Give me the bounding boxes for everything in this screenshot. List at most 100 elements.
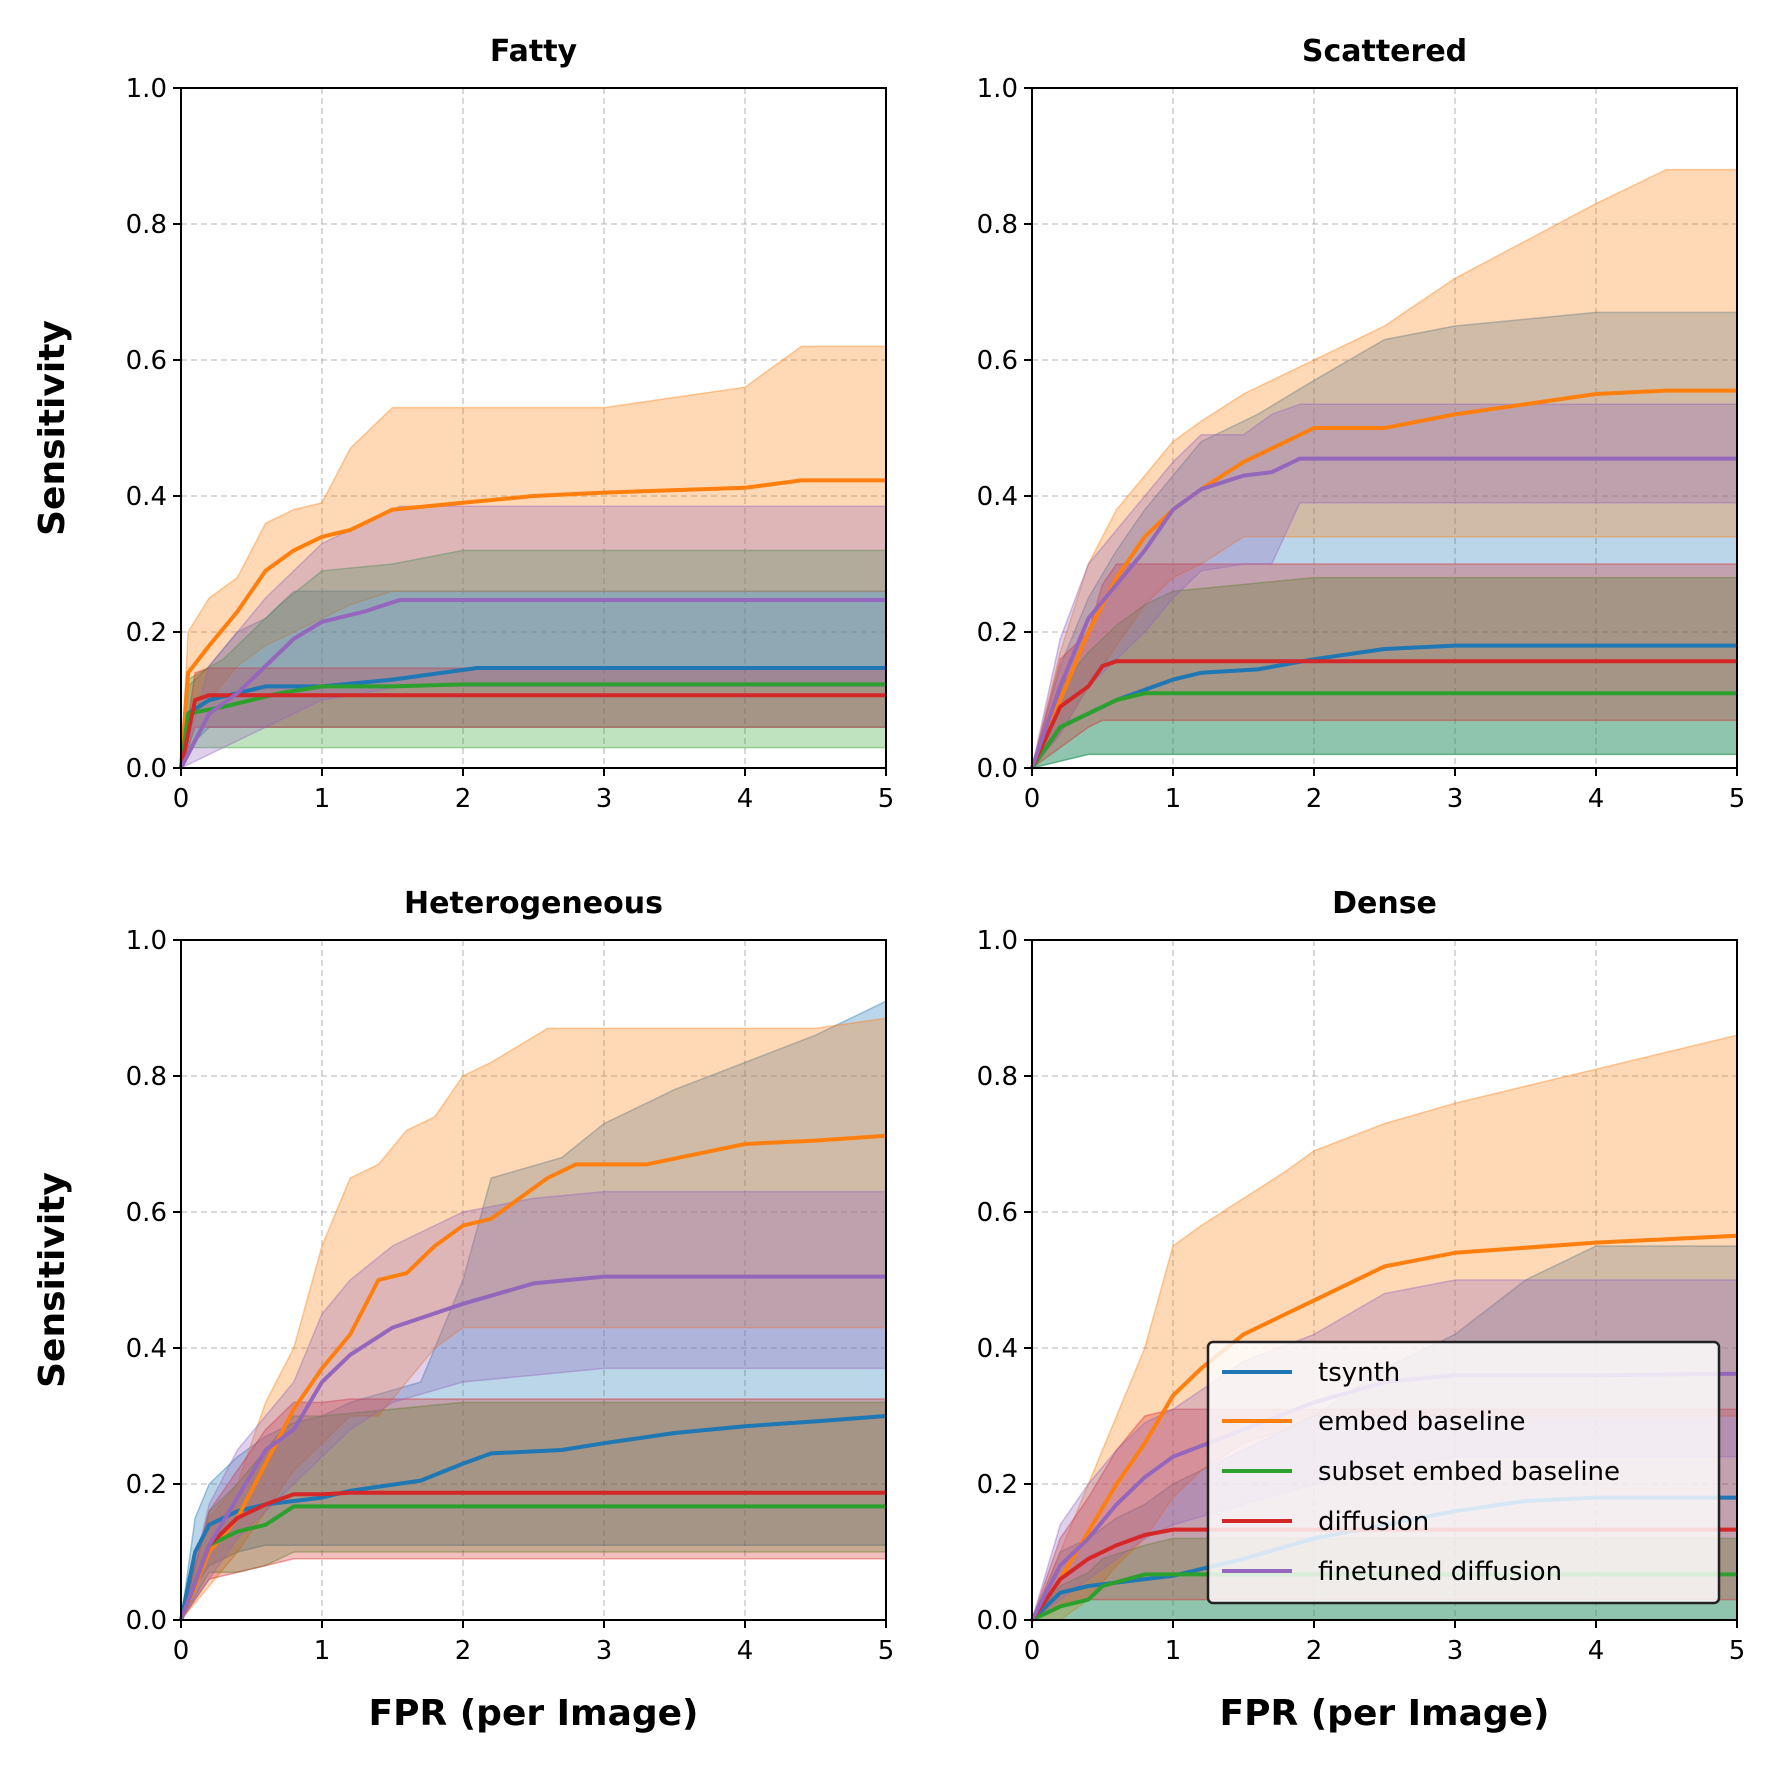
x-tick-label: 3 [1447, 1636, 1464, 1666]
line-diffusion [179, 1490, 886, 1621]
line-embed-baseline [1030, 388, 1737, 769]
panel-title: Scattered [1302, 34, 1467, 69]
x-tick-label: 5 [1729, 1636, 1746, 1666]
x-tick-label: 1 [1165, 784, 1182, 814]
y-tick-label: 0.6 [126, 1198, 167, 1228]
x-tick-label: 2 [455, 1636, 472, 1666]
line-diffusion [179, 693, 886, 769]
legend-label: tsynth [1318, 1358, 1400, 1388]
y-tick-label: 0.6 [126, 346, 167, 376]
confidence-bands [180, 1000, 887, 1621]
ticks: 0 1 2 3 4 5 0.0 0.2 0.4 0.6 0.8 1.0 [977, 74, 1746, 814]
y-tick-label: 0.8 [977, 1062, 1018, 1092]
y-tick-label: 0.6 [977, 1198, 1018, 1228]
x-tick-label: 1 [314, 1636, 331, 1666]
legend-item-subset-embed-baseline: subset embed baseline [1222, 1457, 1620, 1487]
plot-frame [180, 939, 887, 1621]
series-lines [179, 1133, 887, 1621]
x-tick-label: 3 [1447, 784, 1464, 814]
x-tick-label: 3 [596, 1636, 613, 1666]
panel-title: Dense [1332, 886, 1437, 921]
panel-heterogeneous: 0 1 2 3 4 5 0.0 0.2 0.4 0.6 0.8 1.0 Heterogeneous F… [32, 886, 894, 1734]
y-tick-label: 0.6 [977, 346, 1018, 376]
x-tick-label: 4 [1588, 784, 1605, 814]
line-embed-baseline [179, 478, 886, 769]
y-axis-title: Sensitivity [32, 320, 73, 536]
panel-title: Heterogeneous [404, 886, 663, 921]
x-tick-label: 4 [1588, 1636, 1605, 1666]
ticks: 0 1 2 3 4 5 0.0 0.2 0.4 0.6 0.8 1.0 [126, 74, 895, 814]
y-tick-label: 0.4 [126, 482, 167, 512]
y-tick-label: 0.0 [126, 1606, 167, 1636]
series-lines [179, 478, 886, 769]
x-tick-label: 2 [455, 784, 472, 814]
x-tick-label: 0 [1024, 1636, 1041, 1666]
y-tick-label: 0.2 [977, 618, 1018, 648]
x-tick-label: 1 [314, 784, 331, 814]
legend-label: subset embed baseline [1318, 1457, 1620, 1487]
y-tick-label: 0.4 [977, 1334, 1018, 1364]
x-tick-label: 5 [878, 1636, 895, 1666]
x-tick-label: 0 [1024, 784, 1041, 814]
legend: tsynth embed baseline subset embed basel… [1206, 1340, 1721, 1605]
plot-frame [1031, 87, 1738, 769]
x-tick-label: 0 [173, 784, 190, 814]
x-tick-label: 1 [1165, 1636, 1182, 1666]
x-tick-label: 4 [737, 784, 754, 814]
legend-box [1206, 1340, 1721, 1605]
line-finetuned-diffusion [1030, 456, 1737, 769]
y-tick-label: 0.8 [126, 1062, 167, 1092]
grid [1032, 88, 1737, 768]
y-tick-label: 0.2 [126, 618, 167, 648]
legend-label: diffusion [1318, 1507, 1429, 1537]
x-tick-label: 4 [737, 1636, 754, 1666]
legend-label: embed baseline [1318, 1407, 1526, 1437]
series-lines [1030, 388, 1737, 770]
x-axis-title: FPR (per Image) [369, 1693, 699, 1734]
legend-item-diffusion: diffusion [1222, 1507, 1429, 1537]
panel-scattered: 0 1 2 3 4 5 0.0 0.2 0.4 0.6 0.8 1.0 Scattered [977, 34, 1746, 814]
y-tick-label: 0.4 [126, 1334, 167, 1364]
panel-dense: 0 1 2 3 4 5 0.0 0.2 0.4 0.6 0.8 1.0 Dense FPR (per … [977, 886, 1746, 1734]
line-diffusion [1030, 659, 1737, 769]
y-tick-label: 0.0 [977, 754, 1018, 784]
x-axis-title: FPR (per Image) [1220, 1693, 1550, 1734]
line-subset-embed-baseline [179, 682, 886, 769]
y-tick-label: 1.0 [126, 926, 167, 956]
y-tick-label: 1.0 [977, 74, 1018, 104]
line-finetuned-diffusion [179, 1274, 886, 1621]
panel-title: Fatty [490, 34, 578, 69]
legend-item-finetuned-diffusion: finetuned diffusion [1222, 1557, 1562, 1587]
line-finetuned-diffusion [179, 598, 886, 769]
y-axis-title: Sensitivity [32, 1172, 73, 1388]
y-tick-label: 0.4 [977, 482, 1018, 512]
y-tick-label: 0.0 [977, 1606, 1018, 1636]
x-tick-label: 5 [878, 784, 895, 814]
line-subset-embed-baseline [1030, 691, 1737, 770]
y-tick-label: 1.0 [977, 926, 1018, 956]
confidence-bands [1030, 168, 1738, 770]
confidence-bands [179, 345, 887, 770]
y-tick-label: 0.2 [126, 1470, 167, 1500]
line-subset-embed-baseline [179, 1504, 886, 1621]
legend-item-tsynth: tsynth [1222, 1358, 1400, 1388]
panel-fatty: 0 1 2 3 4 5 0.0 0.2 0.4 0.6 0.8 1.0 Fatty Sensitivi… [32, 34, 894, 814]
ticks: 0 1 2 3 4 5 0.0 0.2 0.4 0.6 0.8 1.0 [126, 926, 895, 1666]
x-tick-label: 3 [596, 784, 613, 814]
plot-frame [1031, 939, 1738, 1621]
x-tick-label: 0 [173, 1636, 190, 1666]
grid [181, 940, 886, 1620]
plot-frame [180, 87, 887, 769]
line-embed-baseline [179, 1133, 887, 1621]
legend-label: finetuned diffusion [1318, 1557, 1562, 1587]
x-tick-label: 5 [1729, 784, 1746, 814]
ticks: 0 1 2 3 4 5 0.0 0.2 0.4 0.6 0.8 1.0 [977, 926, 1746, 1666]
y-tick-label: 0.2 [977, 1470, 1018, 1500]
y-tick-label: 0.8 [126, 210, 167, 240]
y-tick-label: 1.0 [126, 74, 167, 104]
x-tick-label: 2 [1306, 1636, 1323, 1666]
y-tick-label: 0.8 [977, 210, 1018, 240]
legend-item-embed-baseline: embed baseline [1222, 1407, 1526, 1437]
line-tsynth [179, 666, 886, 769]
y-tick-label: 0.0 [126, 754, 167, 784]
